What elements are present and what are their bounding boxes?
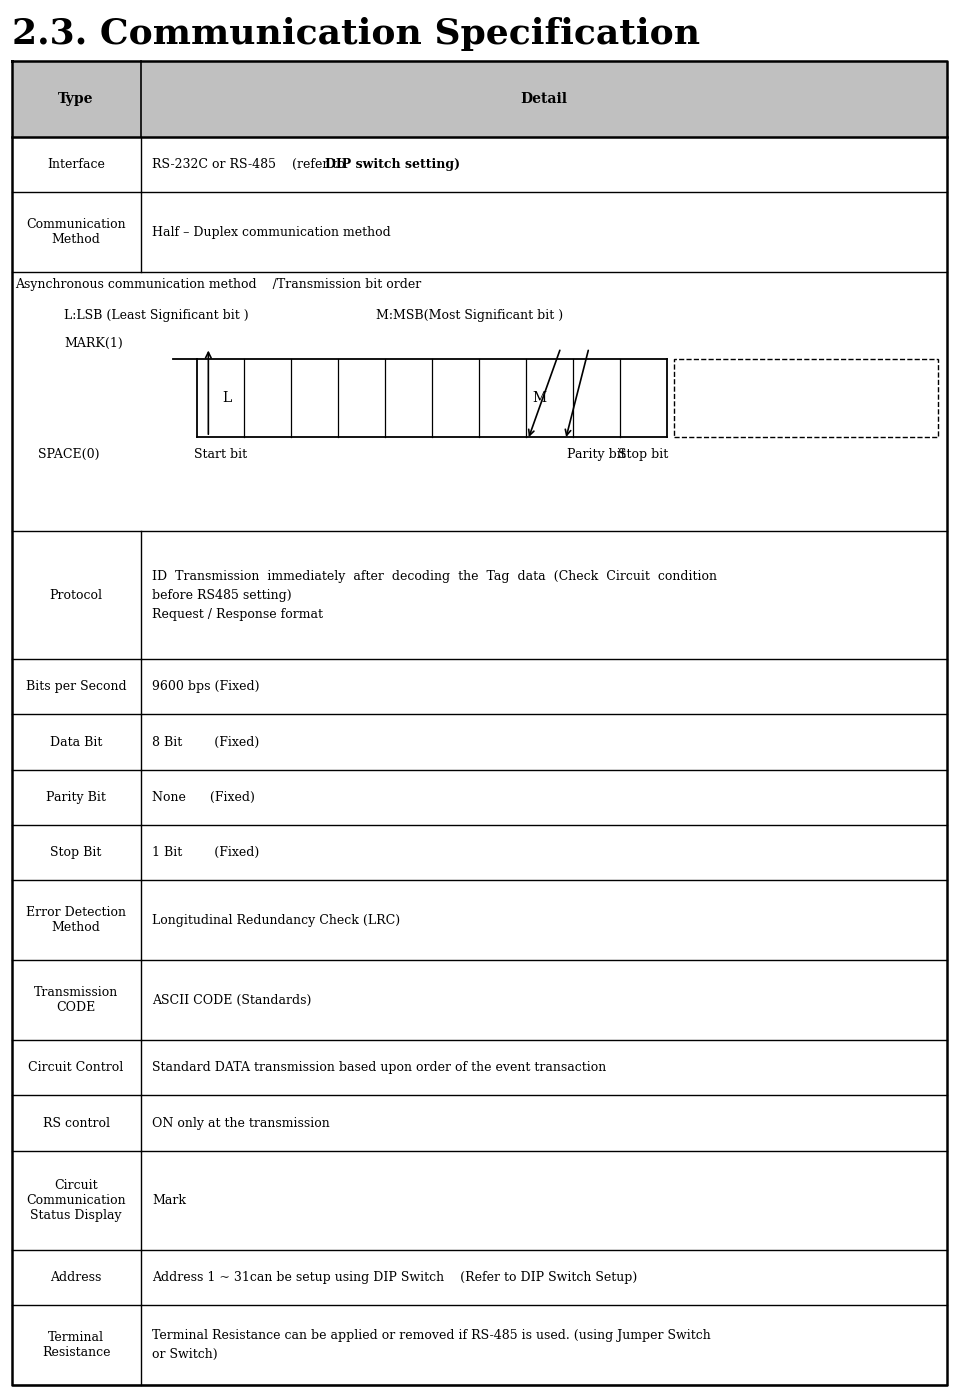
Bar — [12, 1249, 947, 1305]
Text: M:MSB(Most Significant bit ): M:MSB(Most Significant bit ) — [376, 309, 563, 321]
Bar — [12, 193, 947, 272]
Text: Detail: Detail — [521, 92, 568, 106]
Bar — [12, 1040, 947, 1096]
Text: 9600 bps (Fixed): 9600 bps (Fixed) — [152, 680, 260, 694]
Text: Terminal Resistance can be applied or removed if RS-485 is used. (using Jumper S: Terminal Resistance can be applied or re… — [152, 1329, 711, 1361]
Text: Data Bit: Data Bit — [50, 736, 103, 748]
Text: Mark: Mark — [152, 1194, 186, 1206]
Text: L: L — [222, 391, 232, 405]
Text: 1 Bit        (Fixed): 1 Bit (Fixed) — [152, 846, 260, 859]
Bar — [12, 715, 947, 769]
Text: Protocol: Protocol — [50, 589, 103, 602]
Text: ON only at the transmission: ON only at the transmission — [152, 1117, 330, 1129]
Text: Longitudinal Redundancy Check (LRC): Longitudinal Redundancy Check (LRC) — [152, 914, 400, 927]
Text: Stop bit: Stop bit — [618, 448, 668, 461]
Text: Terminal
Resistance: Terminal Resistance — [42, 1330, 110, 1358]
Text: 8 Bit        (Fixed): 8 Bit (Fixed) — [152, 736, 260, 748]
Text: 2.3. Communication Specification: 2.3. Communication Specification — [12, 17, 700, 50]
Text: Communication
Method: Communication Method — [26, 218, 126, 246]
Bar — [12, 659, 947, 715]
Bar — [12, 530, 947, 659]
Text: Address: Address — [51, 1270, 102, 1284]
Text: RS-232C or RS-485    (refer to: RS-232C or RS-485 (refer to — [152, 158, 349, 172]
Bar — [12, 1096, 947, 1150]
Text: Half – Duplex communication method: Half – Duplex communication method — [152, 226, 391, 239]
Text: Start bit: Start bit — [194, 448, 246, 461]
Bar — [12, 61, 947, 137]
Text: ASCII CODE (Standards): ASCII CODE (Standards) — [152, 994, 312, 1007]
Bar — [12, 1305, 947, 1385]
Text: ID  Transmission  immediately  after  decoding  the  Tag  data  (Check  Circuit : ID Transmission immediately after decodi… — [152, 570, 717, 621]
Text: None      (Fixed): None (Fixed) — [152, 790, 255, 804]
Text: Transmission
CODE: Transmission CODE — [34, 986, 118, 1013]
Text: Asynchronous communication method    /Transmission bit order: Asynchronous communication method /Trans… — [15, 278, 422, 290]
Text: L:LSB (Least Significant bit ): L:LSB (Least Significant bit ) — [64, 309, 249, 321]
Text: Address 1 ~ 31can be setup using DIP Switch    (Refer to DIP Switch Setup): Address 1 ~ 31can be setup using DIP Swi… — [152, 1270, 638, 1284]
Text: Stop Bit: Stop Bit — [51, 846, 102, 859]
Text: DIP switch setting): DIP switch setting) — [324, 158, 459, 172]
Text: Interface: Interface — [47, 158, 105, 172]
Text: M: M — [532, 391, 547, 405]
Text: Circuit
Communication
Status Display: Circuit Communication Status Display — [26, 1178, 126, 1222]
Bar — [12, 272, 947, 530]
Bar — [674, 359, 938, 437]
Text: MARK(1): MARK(1) — [64, 336, 123, 349]
Bar — [12, 137, 947, 193]
Text: RS control: RS control — [42, 1117, 109, 1129]
Bar — [12, 1150, 947, 1249]
Bar — [12, 881, 947, 960]
Text: Standard DATA transmission based upon order of the event transaction: Standard DATA transmission based upon or… — [152, 1061, 606, 1075]
Bar — [12, 769, 947, 825]
Bar — [12, 825, 947, 881]
Text: Error Detection
Method: Error Detection Method — [26, 906, 126, 934]
Text: Bits per Second: Bits per Second — [26, 680, 127, 694]
Text: Circuit Control: Circuit Control — [29, 1061, 124, 1075]
Text: SPACE(0): SPACE(0) — [38, 448, 100, 461]
Text: Parity bit: Parity bit — [567, 448, 625, 461]
Text: Parity Bit: Parity Bit — [46, 790, 106, 804]
Text: Type: Type — [58, 92, 94, 106]
Bar — [12, 960, 947, 1040]
